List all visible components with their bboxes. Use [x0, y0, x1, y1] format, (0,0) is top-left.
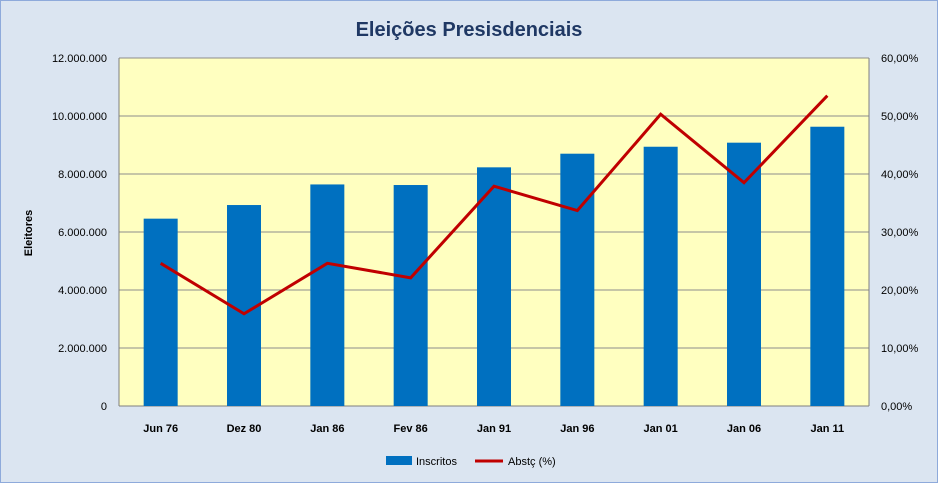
x-tick-label: Fev 86 [394, 423, 428, 435]
y-tick-label: 4.000.000 [58, 285, 107, 297]
x-tick-label: Dez 80 [227, 423, 262, 435]
x-tick-label: Jan 91 [477, 423, 511, 435]
y-tick-label: 8.000.000 [58, 169, 107, 181]
bar [810, 126, 845, 406]
y-tick-label: 12.000.000 [52, 53, 107, 65]
y-tick-label: 0 [101, 401, 107, 413]
legend-label-inscritos: Inscritos [416, 456, 457, 468]
chart-title: Eleições Presisdenciais [356, 19, 583, 41]
y2-tick-label: 30,00% [881, 227, 919, 239]
bar [310, 184, 345, 406]
x-tick-label: Jan 96 [560, 423, 594, 435]
legend-label-abstencao: Abstç (%) [508, 456, 556, 468]
plot-area: 0 0,00% 2.000.000 10,00% 4.000.000 20,00% 6.00… [52, 53, 919, 435]
x-tick-label: Jan 86 [310, 423, 344, 435]
bar [393, 185, 428, 406]
y2-tick-label: 50,00% [881, 111, 919, 123]
x-tick-label: Jun 76 [143, 423, 178, 435]
bar [143, 218, 178, 406]
y2-tick-label: 60,00% [881, 53, 919, 65]
y-tick-label: 10.000.000 [52, 111, 107, 123]
y2-tick-label: 10,00% [881, 343, 919, 355]
bar [643, 146, 678, 407]
y-tick-label: 2.000.000 [58, 343, 107, 355]
x-tick-label: Jan 06 [727, 423, 761, 435]
y2-tick-label: 0,00% [881, 401, 912, 413]
legend: Inscritos Abstç (%) [386, 456, 556, 468]
line-series-abstencao [159, 94, 829, 316]
y-tick-label: 6.000.000 [58, 227, 107, 239]
bar [477, 167, 511, 406]
x-tick-label: Jan 11 [811, 423, 845, 435]
y-axis-label: Eleitores [23, 210, 35, 256]
bar [560, 153, 595, 406]
y2-tick-label: 20,00% [881, 285, 919, 297]
legend-swatch-inscritos [386, 456, 412, 465]
x-tick-label: Jan 01 [644, 423, 678, 435]
bar [727, 142, 761, 406]
y2-tick-label: 40,00% [881, 169, 919, 181]
